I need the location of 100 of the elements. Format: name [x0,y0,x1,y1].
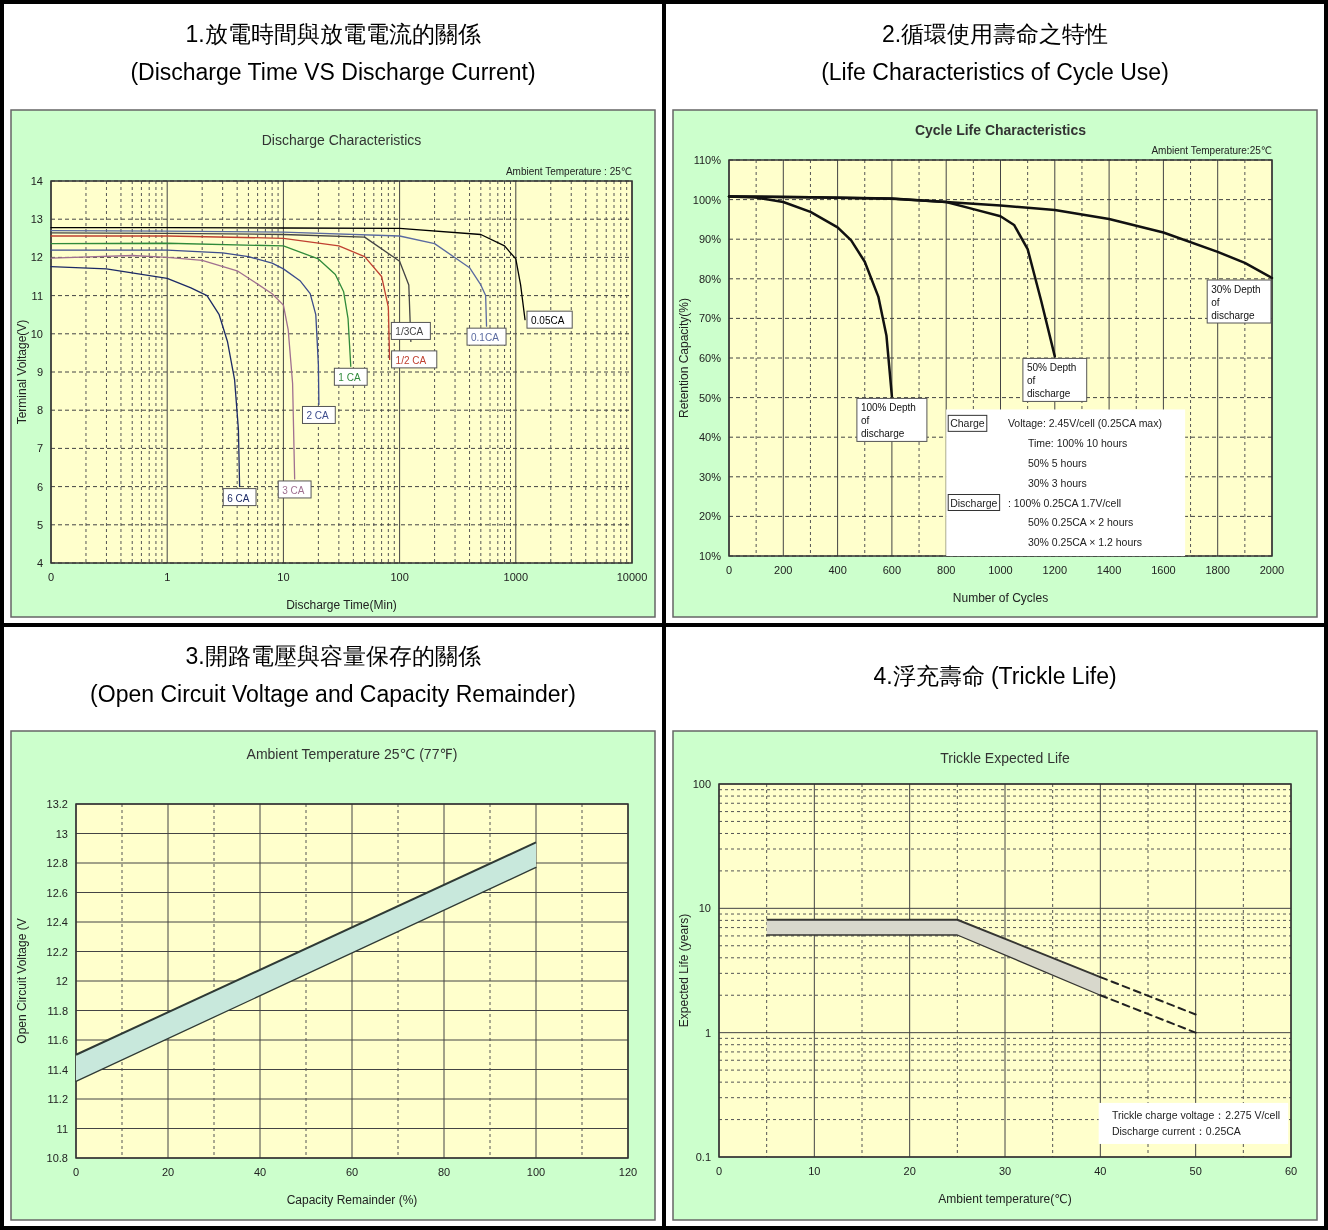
y-axis-title: Retention Capacity(%) [677,297,692,419]
x-tick-label: 200 [774,564,793,576]
y-tick-label: 10 [30,327,43,340]
y-tick-label: 12 [30,251,43,264]
x-tick-label: 0 [715,1165,723,1177]
annotation: : 100% 0.25CA 1.7V/cell [1007,496,1122,509]
annotation: 30% 3 hours [1027,476,1087,489]
y-tick-label: 40% [698,431,722,444]
y-tick-label: 9 [36,366,43,378]
series-label: 0.05CA [531,315,565,327]
annotation: Charge [950,417,985,430]
x-tick-label: 50 [1189,1165,1202,1177]
y-tick-label: 14 [30,175,43,187]
text: 100% Depth of discharge [860,402,916,440]
y-tick-label: 6 [36,480,43,493]
x-tick-label: 20 [903,1165,916,1177]
x-tick-label: 120 [618,1166,638,1178]
x-tick-label: 0 [725,564,733,576]
series-label: 0.1CA [471,332,500,344]
y-tick-label: 10% [698,550,722,562]
x-tick-label: 0 [72,1166,80,1178]
y-tick-label: 12.2 [46,945,68,958]
annotation: Voltage: 2.45V/cell (0.25CA max) [1007,417,1162,430]
x-tick-label: 1 [164,571,171,583]
y-tick-label: 1 [704,1026,711,1039]
y-tick-label: 10 [698,902,711,915]
y-tick-label: 12.4 [46,916,68,928]
y-tick-label: 0.1 [695,1151,711,1163]
x-tick-label: 100 [390,571,409,583]
y-tick-label: 90% [698,233,722,246]
y-tick-label: 30% [698,470,722,483]
y-tick-label: 11 [56,1122,68,1135]
y-tick-label: 11.8 [47,1004,68,1017]
series-label: 1/2 CA [395,354,427,366]
x-tick-label: 60 [345,1166,359,1178]
y-tick-label: 4 [36,557,43,569]
y-tick-label: 80% [698,272,722,285]
y-tick-label: 8 [36,404,43,417]
x-tick-label: 10 [277,571,290,583]
x-axis-title: Number of Cycles [952,591,1049,605]
annotation: 30% 0.25CA × 1.2 hours [1027,536,1142,549]
x-tick-label: 0 [47,571,55,583]
x-tick-label: 1200 [1042,564,1068,576]
x-tick-label: 1400 [1096,564,1122,576]
y-tick-label: 13 [30,213,43,226]
y-tick-label: 60% [698,352,722,364]
text: Trickle Expected Life [940,750,1070,766]
chart-title: 3.開路電壓與容量保存的關係 [185,643,481,670]
y-tick-label: 100 [692,778,711,790]
x-tick-label: 1800 [1205,564,1230,576]
series-label: 1 CA [338,372,361,384]
x-tick-label: 1000 [988,564,1013,576]
annotation: 50% 0.25CA × 2 hours [1027,516,1134,529]
y-tick-label: 13.2 [46,798,68,810]
annotation: Discharge current：0.25CA [1111,1125,1241,1138]
y-tick-label: 7 [36,442,43,455]
x-tick-label: 800 [937,564,956,576]
y-tick-label: 70% [698,312,722,325]
annotation: Trickle charge voltage：2.275 V/cell [1111,1108,1281,1121]
text: 50% Depth of discharge [1026,362,1077,400]
x-tick-label: 30 [998,1165,1012,1177]
x-tick-label: 80 [437,1166,451,1178]
y-tick-label: 10.8 [46,1152,68,1164]
y-tick-label: 11 [31,289,43,302]
x-tick-label: 400 [828,564,847,576]
text: Ambient Temperature:25℃ [1151,145,1272,156]
chart-subtitle: (Life Characteristics of Cycle Use) [821,59,1169,86]
x-tick-label: 10 [808,1165,821,1177]
x-tick-label: 2000 [1259,564,1285,576]
x-tick-label: 1000 [503,571,529,583]
y-tick-label: 12.8 [46,857,68,869]
x-tick-label: 20 [161,1166,175,1178]
series-label: 3 CA [282,484,305,496]
y-tick-label: 12.6 [46,886,68,899]
x-tick-label: 60 [1284,1165,1298,1177]
chart-subtitle: (Open Circuit Voltage and Capacity Remainder) [90,680,576,707]
x-tick-label: 100 [526,1166,546,1178]
text: Ambient Temperature 25℃ (77℉) [246,746,458,762]
text: Ambient Temperature : 25℃ [505,166,632,177]
y-tick-label: 50% [698,391,722,404]
chart-title: 1.放電時間與放電電流的關係 [185,21,481,48]
y-tick-label: 11.2 [47,1093,68,1105]
x-axis-title: Capacity Remainder (%) [286,1193,418,1207]
x-tick-label: 1600 [1151,564,1176,576]
x-tick-label: 10000 [616,571,648,583]
y-tick-label: 110% [693,154,722,166]
chart-subtitle: (Discharge Time VS Discharge Current) [130,59,536,86]
series-label: 2 CA [306,410,330,422]
y-tick-label: 20% [698,510,722,523]
chart-title: 4.浮充壽命 (Trickle Life) [873,663,1117,690]
y-tick-label: 100% [692,193,722,206]
y-axis-title: Terminal Voltage(V) [15,319,30,425]
text: Discharge Characteristics [261,132,422,148]
series-label: 30% Depth of discharge [1211,284,1261,322]
chart-title: 2.循環使用壽命之特性 [881,21,1109,48]
y-axis-title: Expected Life (years) [677,913,692,1028]
y-tick-label: 11.6 [47,1034,68,1046]
x-tick-label: 600 [882,564,902,576]
y-tick-label: 13 [55,827,68,840]
y-tick-label: 12 [55,975,68,987]
